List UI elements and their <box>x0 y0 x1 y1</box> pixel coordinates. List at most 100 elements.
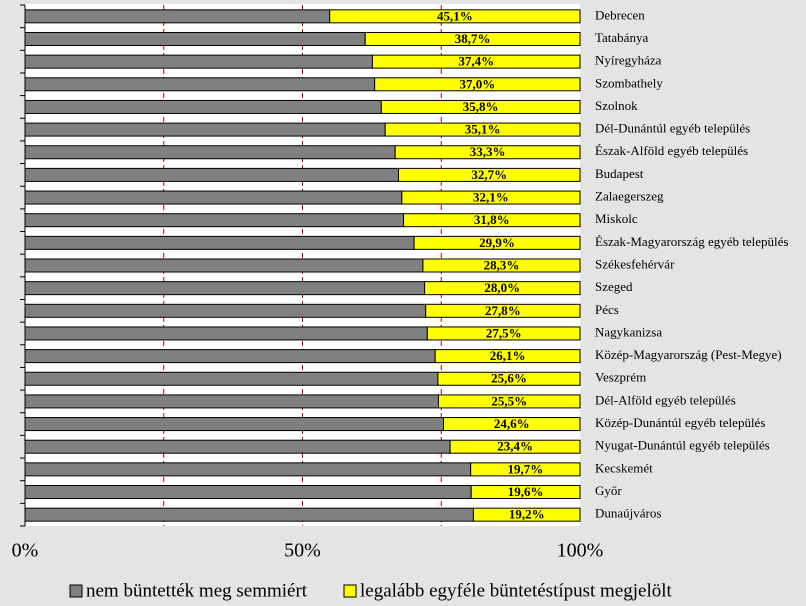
bar-segment <box>329 9 581 24</box>
bar-segment <box>24 190 403 205</box>
bar-segment <box>24 213 405 228</box>
bar-segment <box>403 213 581 228</box>
bar-segment <box>24 9 331 24</box>
category-label: Dél-Dunántúl egyéb település <box>595 121 750 136</box>
category-label: Nyíregyháza <box>595 53 662 68</box>
bar-segment <box>374 77 581 92</box>
bar-segment <box>24 281 426 296</box>
category-label: Észak-Alföld egyéb település <box>595 143 748 158</box>
bar-segment <box>24 394 439 409</box>
data-label: 32,1% <box>473 190 509 205</box>
bar-segment <box>24 417 444 432</box>
category-label: Debrecen <box>595 7 645 22</box>
data-label: 37,0% <box>459 76 495 91</box>
data-label: 27,8% <box>485 303 521 318</box>
category-label: Szombathely <box>595 75 663 90</box>
bar-segment <box>442 417 581 432</box>
bar-segment <box>470 462 581 477</box>
data-label: 24,6% <box>494 416 530 431</box>
bar-segment <box>24 167 400 182</box>
data-label: 35,1% <box>465 122 501 137</box>
bar-segment <box>24 54 373 69</box>
category-label: Nyugat-Dunántúl egyéb település <box>595 438 770 453</box>
data-label: 38,7% <box>455 31 491 46</box>
bar-segment <box>413 235 581 250</box>
bar-segment <box>24 122 386 137</box>
category-label: Észak-Magyarország egyéb település <box>595 234 788 249</box>
legend-label: legalább egyféle büntetéstípust megjelöl… <box>360 580 673 601</box>
data-label: 19,7% <box>507 461 543 476</box>
x-tick-label: 100% <box>557 540 604 562</box>
x-tick-label: 0% <box>12 540 39 562</box>
bar-segment <box>24 349 436 364</box>
bar-segment <box>394 145 581 160</box>
category-label: Közép-Magyarország (Pest-Megye) <box>595 347 782 362</box>
bar-segment <box>24 31 366 46</box>
data-label: 33,3% <box>470 144 506 159</box>
bar-segment <box>24 326 428 341</box>
category-label: Zalaegerszeg <box>595 189 664 204</box>
category-label: Veszprém <box>595 370 646 385</box>
bar-segment <box>24 371 439 386</box>
bar-segment <box>24 439 451 454</box>
category-label: Székesfehérvár <box>595 256 675 271</box>
category-label: Budapest <box>595 166 644 181</box>
category-label: Közép-Dunántúl egyéb település <box>595 415 765 430</box>
bar-segment <box>422 258 581 273</box>
data-label: 25,5% <box>491 393 527 408</box>
x-tick-label: 50% <box>284 540 321 562</box>
bar-segment <box>24 485 472 500</box>
bar-segment <box>24 235 415 250</box>
bar-segment <box>401 190 581 205</box>
data-label: 29,9% <box>479 235 515 250</box>
category-label: Dunaújváros <box>595 506 661 521</box>
bar-segment <box>24 145 396 160</box>
legend-swatch <box>69 584 83 598</box>
data-label: 32,7% <box>471 167 507 182</box>
bar-segment <box>364 31 581 46</box>
bar-segment <box>449 439 581 454</box>
legend-label: nem büntették meg semmiért <box>86 580 308 601</box>
bar-segment <box>434 349 581 364</box>
category-label: Szeged <box>595 279 633 294</box>
data-label: 25,6% <box>491 371 527 386</box>
data-label: 28,3% <box>484 257 520 272</box>
bar-segment <box>425 303 581 318</box>
bar-segment <box>24 99 382 114</box>
bar-segment <box>384 122 581 137</box>
bar-segment <box>24 462 472 477</box>
category-label: Győr <box>595 483 622 498</box>
category-label: Tatabánya <box>595 30 648 45</box>
bar-segment <box>472 507 581 522</box>
data-label: 19,2% <box>509 507 545 522</box>
bar-segment <box>470 485 581 500</box>
bar-segment <box>24 77 376 92</box>
data-label: 19,6% <box>508 484 544 499</box>
bar-segment <box>426 326 581 341</box>
bar-segment <box>398 167 581 182</box>
category-label: Miskolc <box>595 211 638 226</box>
data-label: 26,1% <box>490 348 526 363</box>
category-label: Kecskemét <box>595 460 653 475</box>
category-label: Pécs <box>595 302 619 317</box>
bar-segment <box>24 258 424 273</box>
category-label: Szolnok <box>595 98 638 113</box>
legend-swatch <box>343 584 357 598</box>
bar-segment <box>371 54 581 69</box>
category-label: Dél-Alföld egyéb település <box>595 392 736 407</box>
bar-segment <box>380 99 581 114</box>
category-label: Nagykanizsa <box>595 324 662 339</box>
bar-segment <box>437 394 581 409</box>
data-label: 45,1% <box>437 8 473 23</box>
bar-segment <box>437 371 581 386</box>
data-label: 27,5% <box>486 325 522 340</box>
bar-segment <box>24 303 427 318</box>
data-label: 28,0% <box>484 280 520 295</box>
bar-segment <box>424 281 581 296</box>
data-label: 31,8% <box>474 212 510 227</box>
data-label: 37,4% <box>458 54 494 69</box>
data-label: 35,8% <box>463 99 499 114</box>
bar-segment <box>24 507 474 522</box>
data-label: 23,4% <box>497 439 533 454</box>
